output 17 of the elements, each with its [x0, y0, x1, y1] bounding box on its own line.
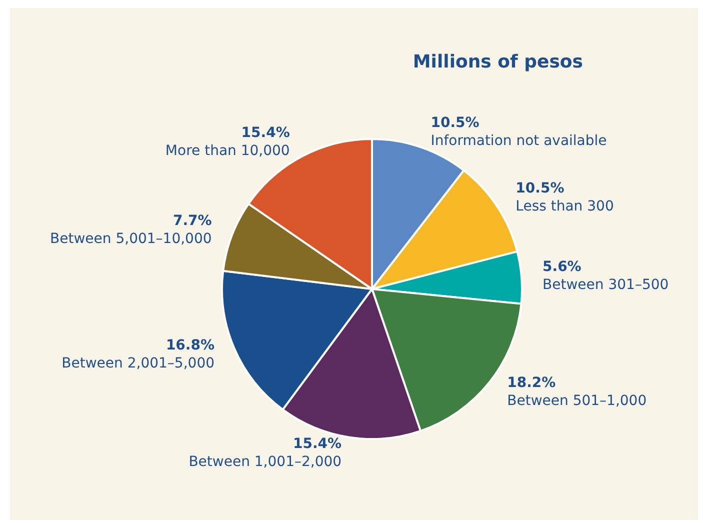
slice-label: Between 301–500 [542, 277, 669, 294]
slice-label: Information not available [430, 132, 607, 149]
slice-label: Less than 300 [516, 198, 614, 215]
data-label: 18.2% [507, 375, 556, 392]
data-label: 16.8% [166, 338, 215, 354]
slice-label: Between 1,001–2,000 [188, 454, 342, 470]
slice-label: Between 5,001–10,000 [50, 231, 212, 248]
slice-label: Between 2,001–5,000 [62, 356, 215, 372]
data-label: 15.4% [292, 436, 342, 452]
slice-label: Between 501–1,000 [507, 393, 647, 410]
data-label: 15.4% [241, 125, 290, 142]
data-label: 10.5% [516, 180, 564, 197]
chart-title: Millions of pesos [412, 52, 584, 72]
data-label: 10.5% [430, 114, 480, 131]
slice-label: More than 10,000 [165, 143, 290, 160]
data-label: 7.7% [172, 213, 212, 230]
data-label: 5.6% [542, 259, 582, 276]
